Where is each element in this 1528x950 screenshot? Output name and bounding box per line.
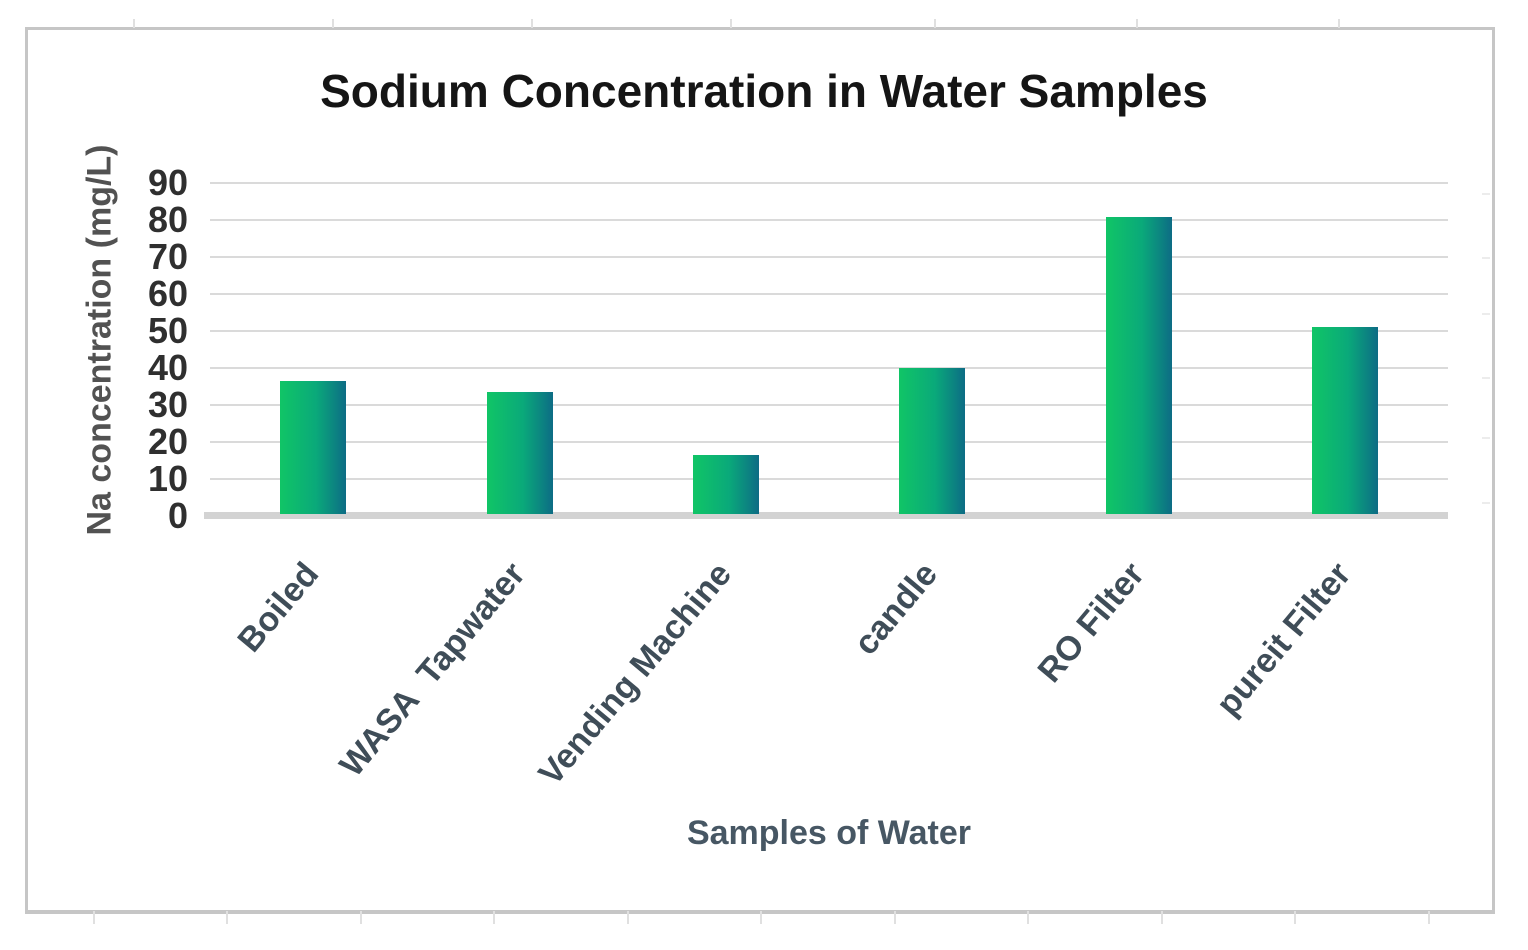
y-tick-label: 10 xyxy=(147,457,188,499)
top-edge-tick xyxy=(133,19,135,28)
figure-border xyxy=(25,27,1495,914)
y-tick-label: 0 xyxy=(167,494,188,536)
top-edge-tick xyxy=(332,19,334,28)
bottom-edge-tick xyxy=(1027,911,1029,924)
gridline xyxy=(210,440,1448,443)
gridline xyxy=(210,255,1448,258)
top-edge-tick xyxy=(934,19,936,28)
x-category-label-wasa-tapwater: WASA Tapwater xyxy=(332,555,533,784)
right-border-stub xyxy=(1482,437,1490,439)
right-border-stub xyxy=(1482,193,1490,195)
gridline xyxy=(210,182,1448,184)
top-edge-tick xyxy=(531,19,533,28)
chart-title: Sodium Concentration in Water Samples xyxy=(320,65,1208,117)
y-tick-label: 60 xyxy=(147,272,188,314)
bar-boiled xyxy=(280,381,347,514)
bottom-edge-tick xyxy=(627,911,629,924)
y-tick-label: 80 xyxy=(147,198,188,240)
x-category-label-candle: candle xyxy=(847,555,946,663)
x-category-label-pureit-filter: pureit Filter xyxy=(1208,555,1359,724)
right-border-stub xyxy=(1482,313,1490,315)
right-border-stub xyxy=(1482,257,1490,259)
bar-candle xyxy=(899,368,966,514)
x-axis-title: Samples of Water xyxy=(686,814,972,852)
x-axis-baseline xyxy=(204,512,1448,519)
top-edge-tick xyxy=(730,19,732,28)
bottom-edge-tick xyxy=(894,911,896,924)
top-edge-tick xyxy=(1338,19,1340,28)
y-tick-label: 70 xyxy=(147,235,188,277)
gridline xyxy=(210,366,1448,369)
bottom-edge-tick xyxy=(760,911,762,924)
y-tick-label: 20 xyxy=(147,420,188,462)
bottom-edge-tick xyxy=(493,911,495,924)
gridline xyxy=(210,218,1448,221)
bar-pureit-filter xyxy=(1311,327,1378,514)
gridline xyxy=(210,403,1448,406)
bottom-edge-tick xyxy=(93,911,95,924)
x-category-label-ro-filter: RO Filter xyxy=(1030,555,1152,690)
gridline xyxy=(210,329,1448,332)
bar-vending-machine xyxy=(692,454,759,514)
bottom-edge-tick xyxy=(1161,911,1163,924)
bottom-edge-tick xyxy=(1294,911,1296,924)
y-tick-label: 40 xyxy=(147,346,188,388)
gridline xyxy=(210,477,1448,480)
x-category-label-boiled: Boiled xyxy=(230,555,327,660)
bottom-edge-tick xyxy=(360,911,362,924)
top-edge-tick xyxy=(1136,19,1138,28)
bottom-edge-tick xyxy=(226,911,228,924)
right-border-stub xyxy=(1482,502,1490,504)
y-tick-label: 50 xyxy=(147,309,188,351)
bar-ro-filter xyxy=(1105,216,1172,514)
y-tick-label: 90 xyxy=(147,162,188,203)
y-tick-label: 30 xyxy=(147,383,188,425)
right-border-stub xyxy=(1482,377,1490,379)
x-category-label-vending-machine: Vending Machine xyxy=(531,555,740,793)
gridline xyxy=(210,292,1448,295)
bottom-edge-tick xyxy=(1428,911,1430,924)
bar-wasa-tapwater xyxy=(486,392,553,514)
